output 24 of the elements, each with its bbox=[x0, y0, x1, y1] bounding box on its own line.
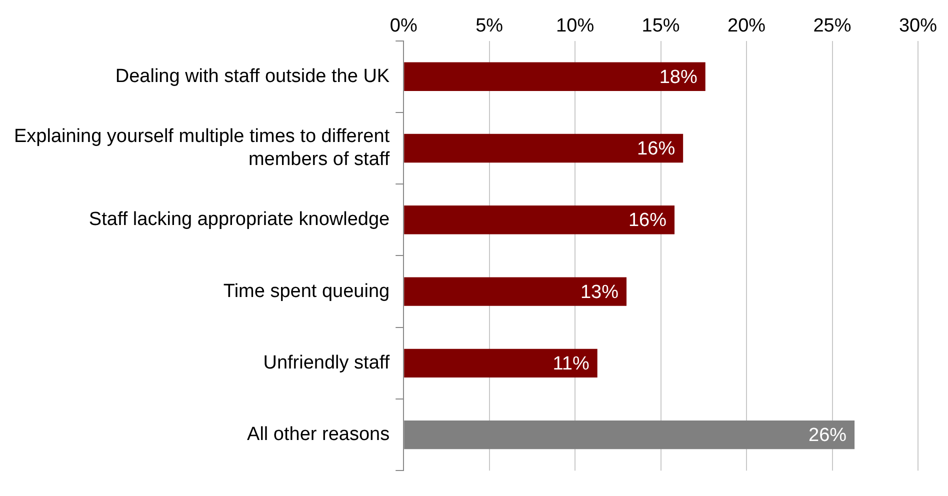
data-label: 13% bbox=[580, 282, 619, 303]
x-tick-label: 30% bbox=[898, 16, 938, 37]
bar bbox=[404, 62, 706, 91]
x-tick-label: 10% bbox=[556, 16, 594, 37]
x-tick-label: 15% bbox=[642, 16, 680, 37]
y-tick-label: Explaining yourself multiple times to different members of staff bbox=[14, 126, 390, 170]
x-tick-label: 25% bbox=[813, 16, 852, 37]
x-tick-label: 0% bbox=[390, 16, 418, 37]
bar bbox=[404, 277, 627, 306]
x-tick-label: 5% bbox=[476, 16, 504, 37]
y-tick-label: Time spent queuing bbox=[223, 280, 390, 302]
y-tick-label: Dealing with staff outside the UK bbox=[115, 66, 390, 87]
data-label: 16% bbox=[637, 138, 676, 160]
y-tick-label: All other reasons bbox=[247, 424, 390, 446]
data-label: 16% bbox=[628, 210, 667, 232]
x-tick-label: 20% bbox=[728, 16, 766, 37]
y-tick-label: Unfriendly staff bbox=[263, 352, 390, 374]
data-label: 11% bbox=[552, 353, 590, 374]
y-tick-label: Staff lacking appropriate knowledge bbox=[88, 209, 390, 230]
data-label: 26% bbox=[808, 425, 847, 446]
bar bbox=[404, 206, 675, 234]
bar bbox=[404, 134, 684, 163]
bar bbox=[404, 348, 598, 378]
data-label: 18% bbox=[659, 66, 698, 88]
